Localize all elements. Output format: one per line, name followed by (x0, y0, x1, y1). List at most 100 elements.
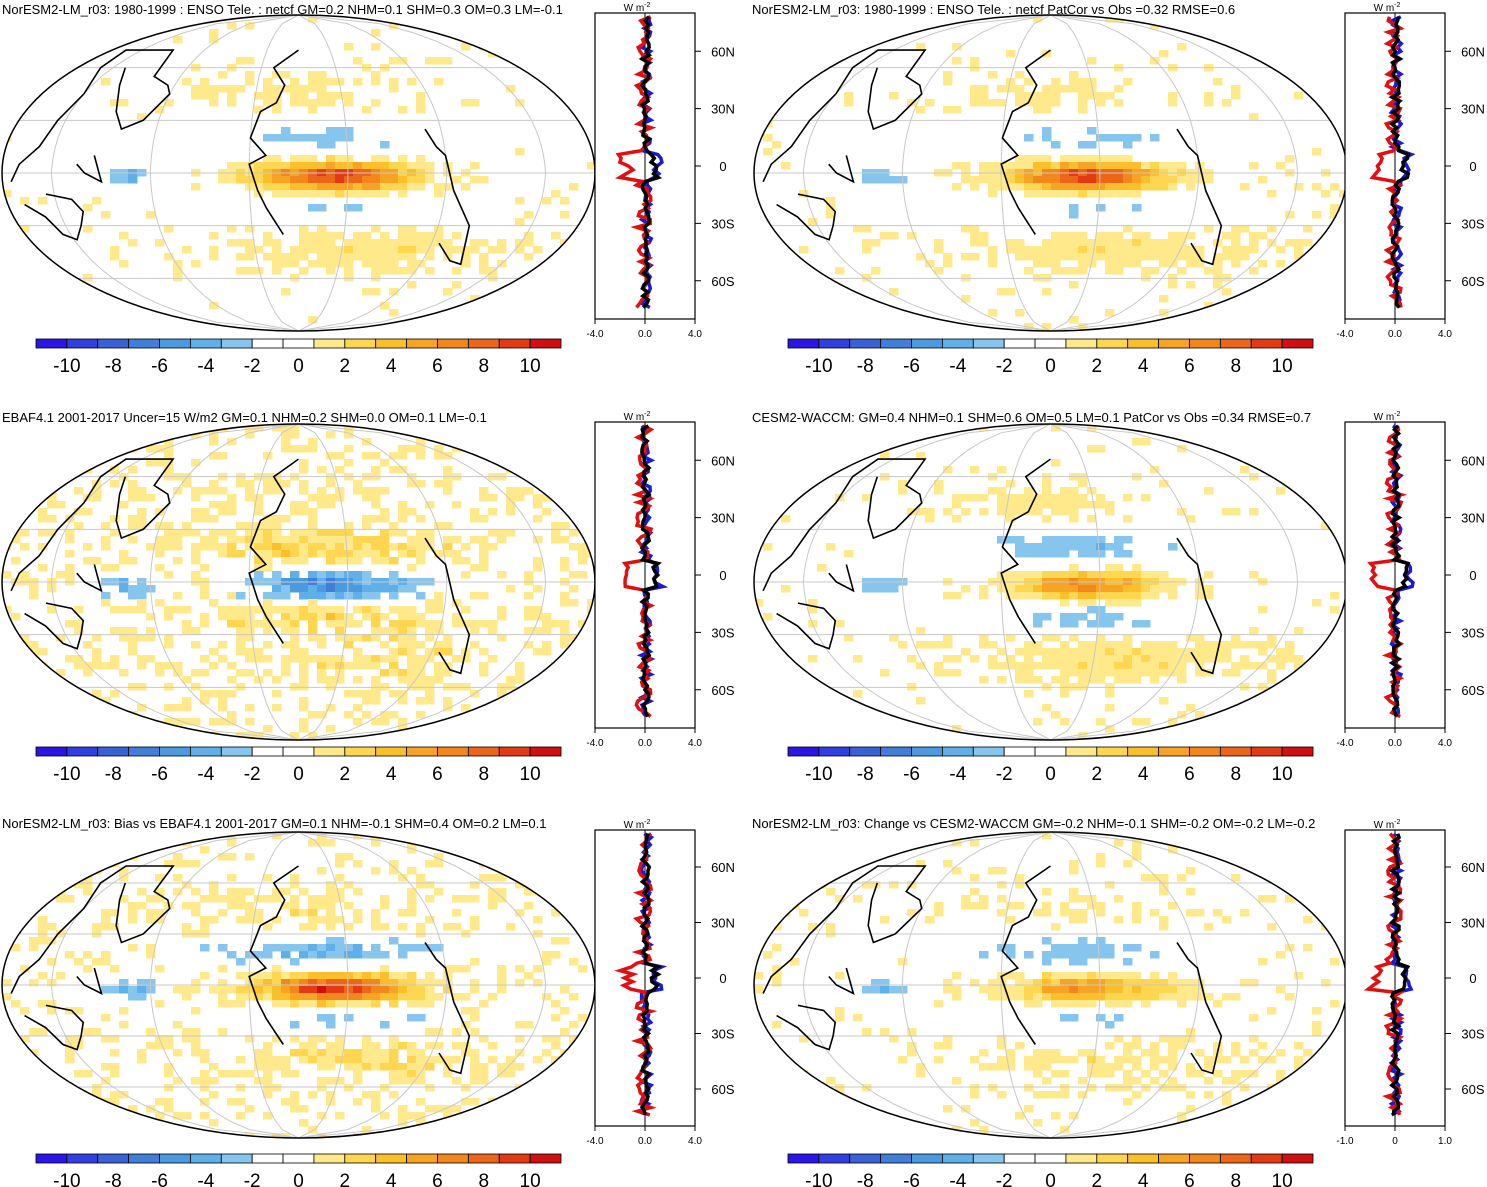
profile-unit: W m-2 (1374, 411, 1401, 423)
colorbar-swatch (911, 746, 943, 757)
profile-lat-label: 60N (711, 453, 735, 468)
colorbar-swatch (880, 746, 912, 757)
profile-x-tick: -4.0 (586, 1136, 604, 1147)
profile-lat-label: 60S (1461, 683, 1484, 698)
colorbar-tick-label: 0 (1045, 356, 1056, 377)
colorbar-tick-label: -10 (805, 764, 832, 785)
profile-lat-label: 30S (1461, 625, 1484, 640)
profile-lat-label: 30S (1461, 216, 1484, 231)
colorbar-tick-label: 10 (520, 764, 541, 785)
colorbar-tick-label: 0 (293, 356, 304, 377)
colorbar-swatch (282, 338, 315, 349)
colorbar-tick-label: -6 (151, 1171, 168, 1187)
colorbar-swatch (849, 338, 882, 349)
panel-title-group: NorESM2-LM_r03: 1980-1999 : ENSO Tele. :… (752, 2, 1235, 17)
colorbar-swatch (1189, 338, 1221, 349)
profile-unit: W m-2 (1374, 2, 1401, 14)
colorbar-swatch (1281, 338, 1314, 349)
colorbar-tick-label: 10 (520, 356, 541, 377)
colorbar-tick-label: 2 (340, 356, 351, 377)
profile-line (1389, 16, 1411, 309)
colorbar-swatch (313, 1153, 346, 1164)
coastline (10, 49, 471, 266)
profile-unit: W m-2 (624, 819, 651, 831)
colorbar-swatch (220, 746, 253, 757)
colorbar-tick-label: 4 (386, 356, 397, 377)
profile-lat-label: 60N (1461, 44, 1485, 59)
colorbar-tick-label: -10 (53, 356, 80, 377)
colorbar-tick-label: -2 (244, 764, 261, 785)
profile-x-tick: -4.0 (1336, 329, 1354, 340)
colorbar-swatch (375, 338, 407, 349)
colorbar-tick-label: -6 (903, 1171, 920, 1187)
colorbar-1: -10 -8 -6 -4 -2 0 2 4 6 8 10 (35, 338, 562, 377)
profile-lat-label: 60S (1461, 274, 1484, 289)
colorbar-tick-label: -2 (996, 356, 1013, 377)
colorbar-swatch (159, 746, 191, 757)
colorbar-tick-label: 0 (293, 764, 304, 785)
panel-title: EBAF4.1 2001-2017 Uncer=15 W/m2 GM=0.1 N… (2, 410, 487, 425)
colorbar-tick-label: -2 (244, 356, 261, 377)
colorbar-swatch (529, 1153, 562, 1164)
colorbar-swatch (942, 338, 974, 349)
colorbar-swatch (1003, 1153, 1036, 1164)
colorbar-swatch (1003, 338, 1036, 349)
colorbar-tick-label: -10 (805, 1171, 832, 1187)
profile-lat-label: 30N (1461, 102, 1485, 117)
panel-title-group: NorESM2-LM_r03: Change vs CESM2-WACCM GM… (752, 816, 1315, 831)
colorbar-tick-label: 8 (479, 764, 490, 785)
colorbar-swatch (942, 746, 974, 757)
profile-lat-label: 60N (711, 44, 735, 59)
profile-x-tick: -4.0 (586, 738, 604, 749)
colorbar-tick-label: 4 (1138, 356, 1149, 377)
colorbar-tick-label: -8 (857, 356, 874, 377)
profile-lat-label: 30N (711, 511, 735, 526)
colorbar-tick-label: 4 (1138, 764, 1149, 785)
profile-lat-label: 30N (711, 916, 735, 931)
colorbar-tick-label: 10 (1272, 764, 1293, 785)
map-panel-1 (1, 14, 596, 332)
colorbar-tick-label: -8 (857, 1171, 874, 1187)
profile-lat-label: 60N (1461, 453, 1485, 468)
colorbar-swatch (787, 746, 820, 757)
profile-x-tick: 1.0 (1438, 1136, 1452, 1147)
colorbar-swatch (849, 746, 882, 757)
colorbar-swatch (1034, 746, 1067, 757)
colorbar-tick-label: 8 (1231, 1171, 1242, 1187)
colorbar-swatch (1065, 746, 1098, 757)
coastline (762, 458, 1223, 675)
profile-lat-label: 0 (719, 159, 726, 174)
zonal-profile-6: 60N 30N 0 30S 60S -1.0 0 1.0 W m-2 (1336, 819, 1485, 1147)
profile-lat-label: 30S (1461, 1027, 1484, 1042)
profile-lat-label: 30S (711, 625, 734, 640)
colorbar-swatch (66, 1153, 99, 1164)
colorbar-swatch (282, 746, 315, 757)
colorbar-swatch (467, 746, 500, 757)
map-panel-4 (753, 423, 1348, 741)
colorbar-tick-label: -2 (244, 1171, 261, 1187)
colorbar-tick-label: 10 (520, 1171, 541, 1187)
colorbar-tick-label: 6 (432, 356, 443, 377)
colorbar-swatch (35, 746, 68, 757)
colorbar-swatch (1065, 1153, 1098, 1164)
colorbar-swatch (251, 1153, 284, 1164)
colorbar-tick-label: 6 (432, 1171, 443, 1187)
colorbar-swatch (190, 1153, 222, 1164)
profile-x-tick: 0.0 (1388, 738, 1402, 749)
colorbar-swatch (35, 1153, 68, 1164)
profile-line (639, 833, 662, 1116)
colorbar-tick-label: 2 (1092, 356, 1103, 377)
colorbar-swatch (1127, 746, 1159, 757)
colorbar-swatch (818, 746, 851, 757)
profile-unit: W m-2 (624, 2, 651, 14)
colorbar-tick-label: -8 (105, 356, 122, 377)
colorbar-swatch (972, 746, 1005, 757)
colorbar-3: -10 -8 -6 -4 -2 0 2 4 6 8 10 (35, 746, 562, 785)
colorbar-swatch (1281, 746, 1314, 757)
panel-title: NorESM2-LM_r03: 1980-1999 : ENSO Tele. :… (752, 2, 1235, 17)
colorbar-swatch (1189, 1153, 1221, 1164)
colorbar-swatch (818, 338, 851, 349)
colorbar-swatch (1003, 746, 1036, 757)
colorbar-tick-label: 0 (293, 1171, 304, 1187)
